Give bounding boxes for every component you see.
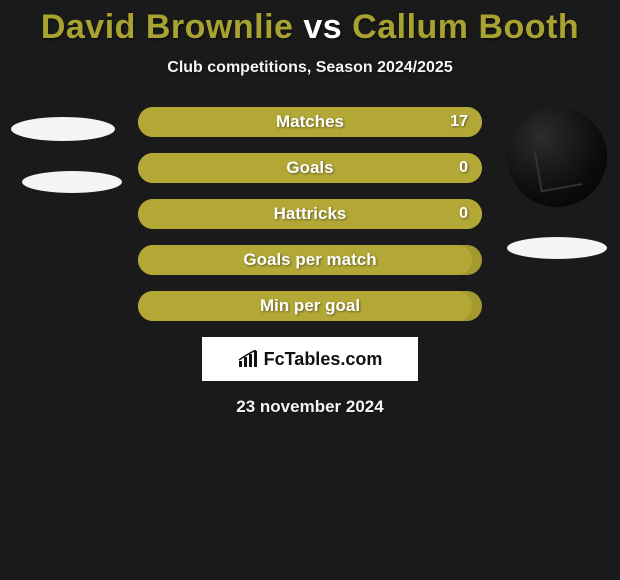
fctables-logo: FcTables.com: [238, 349, 383, 370]
stat-row: Min per goal: [138, 291, 482, 321]
player1-avatar-ellipse-2: [22, 171, 122, 193]
stat-bar-label: Goals per match: [138, 245, 482, 275]
date-label: 23 november 2024: [0, 397, 620, 417]
comparison-content: Matches17Goals0Hattricks0Goals per match…: [0, 107, 620, 417]
stat-row: Goals per match: [138, 245, 482, 275]
page-title: David Brownlie vs Callum Booth: [0, 0, 620, 47]
stat-row: Hattricks0: [138, 199, 482, 229]
stat-row: Matches17: [138, 107, 482, 137]
stat-bars: Matches17Goals0Hattricks0Goals per match…: [138, 107, 482, 321]
stat-bar-right-value: 0: [459, 153, 468, 183]
stat-bar-right-value: 0: [459, 199, 468, 229]
player1-avatar-ellipse-1: [11, 117, 115, 141]
player2-avatar-photo: [507, 107, 607, 207]
title-vs: vs: [293, 8, 352, 46]
player2-avatar-ellipse: [507, 237, 607, 259]
stat-bar-label: Goals: [138, 153, 482, 183]
bar-chart-icon: [238, 350, 260, 368]
stat-bar-label: Min per goal: [138, 291, 482, 321]
player2-avatar-column: [502, 107, 612, 259]
stat-bar-label: Matches: [138, 107, 482, 137]
stat-bar-label: Hattricks: [138, 199, 482, 229]
branding-text: FcTables.com: [264, 349, 383, 370]
player1-avatar-column: [8, 107, 118, 193]
branding-banner: FcTables.com: [202, 337, 418, 381]
stat-row: Goals0: [138, 153, 482, 183]
title-player1: David Brownlie: [41, 8, 294, 46]
title-player2: Callum Booth: [352, 8, 579, 46]
subtitle: Club competitions, Season 2024/2025: [0, 59, 620, 77]
stat-bar-right-value: 17: [450, 107, 468, 137]
